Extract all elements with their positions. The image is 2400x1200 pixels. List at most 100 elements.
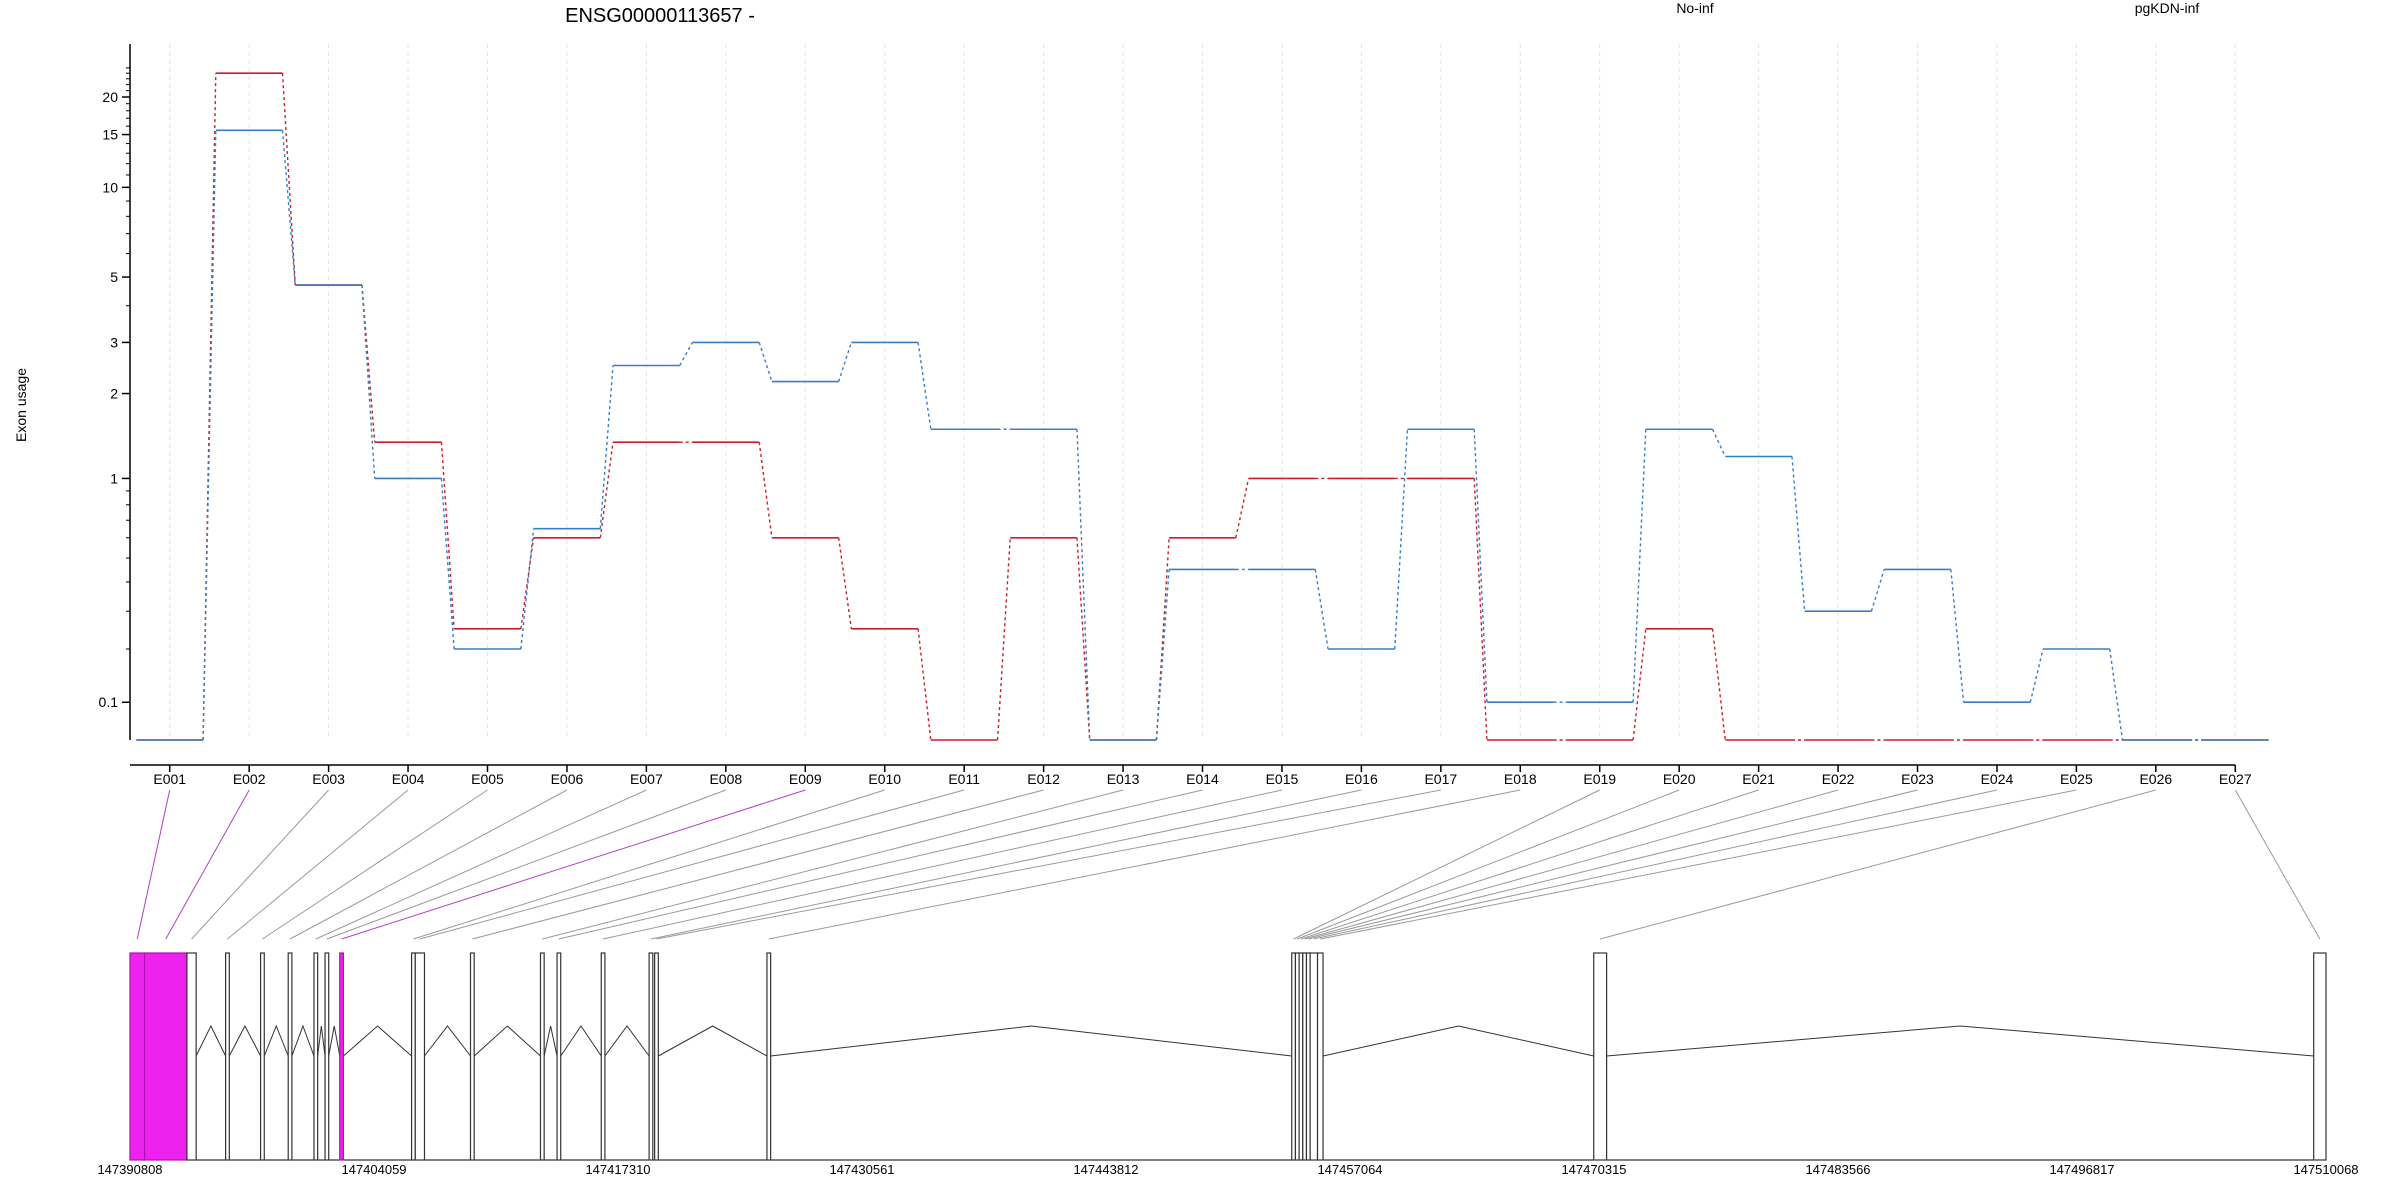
x-tick-label: E013 [1107,771,1140,787]
series-connector [520,528,535,650]
coordinate-tick-label: 147417310 [585,1162,650,1177]
connector-E016 [650,789,1362,940]
connector-E027 [2234,789,2321,940]
connector-E025 [1320,789,2077,940]
series-connector [2029,648,2044,703]
coordinate-tick-label: 147390808 [97,1162,162,1177]
intron-line [1322,1025,1594,1057]
series-connector [1076,537,1091,741]
series-connector [758,442,773,538]
connector-E001 [136,789,171,940]
intron-line [770,1025,1292,1057]
exon-box-E005 [259,952,265,1161]
intron-line [263,1024,289,1057]
x-tick-label: E001 [153,771,186,787]
x-tick-label: E015 [1266,771,1299,787]
connector-E011 [419,789,965,940]
coordinate-tick-label: 147430561 [829,1162,894,1177]
connector-E023 [1308,789,1918,940]
x-tick-label: E012 [1027,771,1060,787]
intron-line [328,1025,341,1057]
x-tick-label: E025 [2060,771,2093,787]
y-tick-label: 10 [102,179,118,195]
exon-box-E009 [339,952,345,1161]
series-connector [837,342,853,382]
intron-line [291,1024,315,1057]
series-connector [758,342,773,382]
connector-E002 [165,789,250,940]
x-tick-label: E023 [1901,771,1934,787]
connector-E008 [326,789,727,940]
series-connector [1473,478,1488,741]
x-tick-label: E014 [1186,771,1219,787]
exon-box-E027 [2313,952,2327,1161]
series-connector [440,478,455,650]
coordinate-tick-label: 147496817 [2049,1162,2114,1177]
series-connector [1711,628,1726,741]
intron-line [228,1024,262,1057]
coordinate-tick-label: 147483566 [1805,1162,1870,1177]
x-tick-label: E005 [471,771,504,787]
x-tick-label: E009 [789,771,822,787]
exon-box-E001 [129,952,146,1161]
gene-model: 147390808 147404059 147417310 147430561 1474… [97,952,2359,1177]
connector-E022 [1304,789,1839,940]
coordinate-tick-label: 147443812 [1073,1162,1138,1177]
y-tick-label: 15 [102,127,118,143]
x-tick-label: E017 [1424,771,1457,787]
chart-axes: 0.1 1 2 3 5 10 15 20 E001 E002 E003 E004 E005 E006 E00… [99,44,2252,787]
y-tick-label: 3 [110,334,118,350]
exon-box-E007 [313,952,319,1161]
series-connector [202,130,217,741]
series-connector [1632,429,1647,703]
series-connector [281,130,296,286]
intron-line [473,1025,541,1057]
coordinate-tick-label: 147404059 [341,1162,406,1177]
connector-E009 [341,789,806,940]
coordinate-tick-label: 147510068 [2293,1162,2358,1177]
series-connector [1155,537,1170,741]
connector-E007 [315,789,647,940]
series-connector [1314,569,1329,650]
x-tick-label: E027 [2219,771,2252,787]
connector-E014 [558,789,1203,940]
series-connector [1155,569,1170,741]
x-tick-label: E003 [312,771,345,787]
legend: No-inf pgKDN-inf [1676,0,2199,16]
x-tick-label: E024 [1981,771,2014,787]
connector-E018 [768,789,1521,940]
series-connector [1950,569,1965,703]
exon-box-E018 [766,952,772,1161]
connector-E021 [1300,789,1759,940]
connector-E026 [1600,789,2156,940]
intron-line [343,1025,412,1057]
exon-box-E017 [654,952,659,1161]
series-connector [996,537,1011,741]
connector-E003 [191,789,329,940]
series-connector [2109,648,2124,741]
connector-E019 [1293,789,1600,940]
series-connector [1235,478,1250,538]
intron-line [1606,1025,2314,1057]
legend-entry-1: No-inf [1676,0,1713,16]
series-connector [202,73,217,741]
series-connector [917,342,932,430]
connector-E015 [602,789,1283,940]
x-tick-label: E016 [1345,771,1378,787]
series-connector [1711,428,1726,457]
series-connector [361,284,376,443]
x-tick-label: E021 [1742,771,1775,787]
intron-line [560,1025,602,1057]
exon-box-E025 [1316,952,1324,1161]
chart-grid [169,44,2236,740]
connector-E024 [1313,789,1998,940]
series-connector [1791,456,1806,612]
series-connector [1632,628,1647,741]
x-tick-label: E020 [1663,771,1696,787]
x-tick-label: E006 [551,771,584,787]
x-tick-label: E018 [1504,771,1537,787]
x-tick-label: E026 [2139,771,2172,787]
intron-line [604,1025,650,1057]
exon-box-E006 [287,952,293,1161]
